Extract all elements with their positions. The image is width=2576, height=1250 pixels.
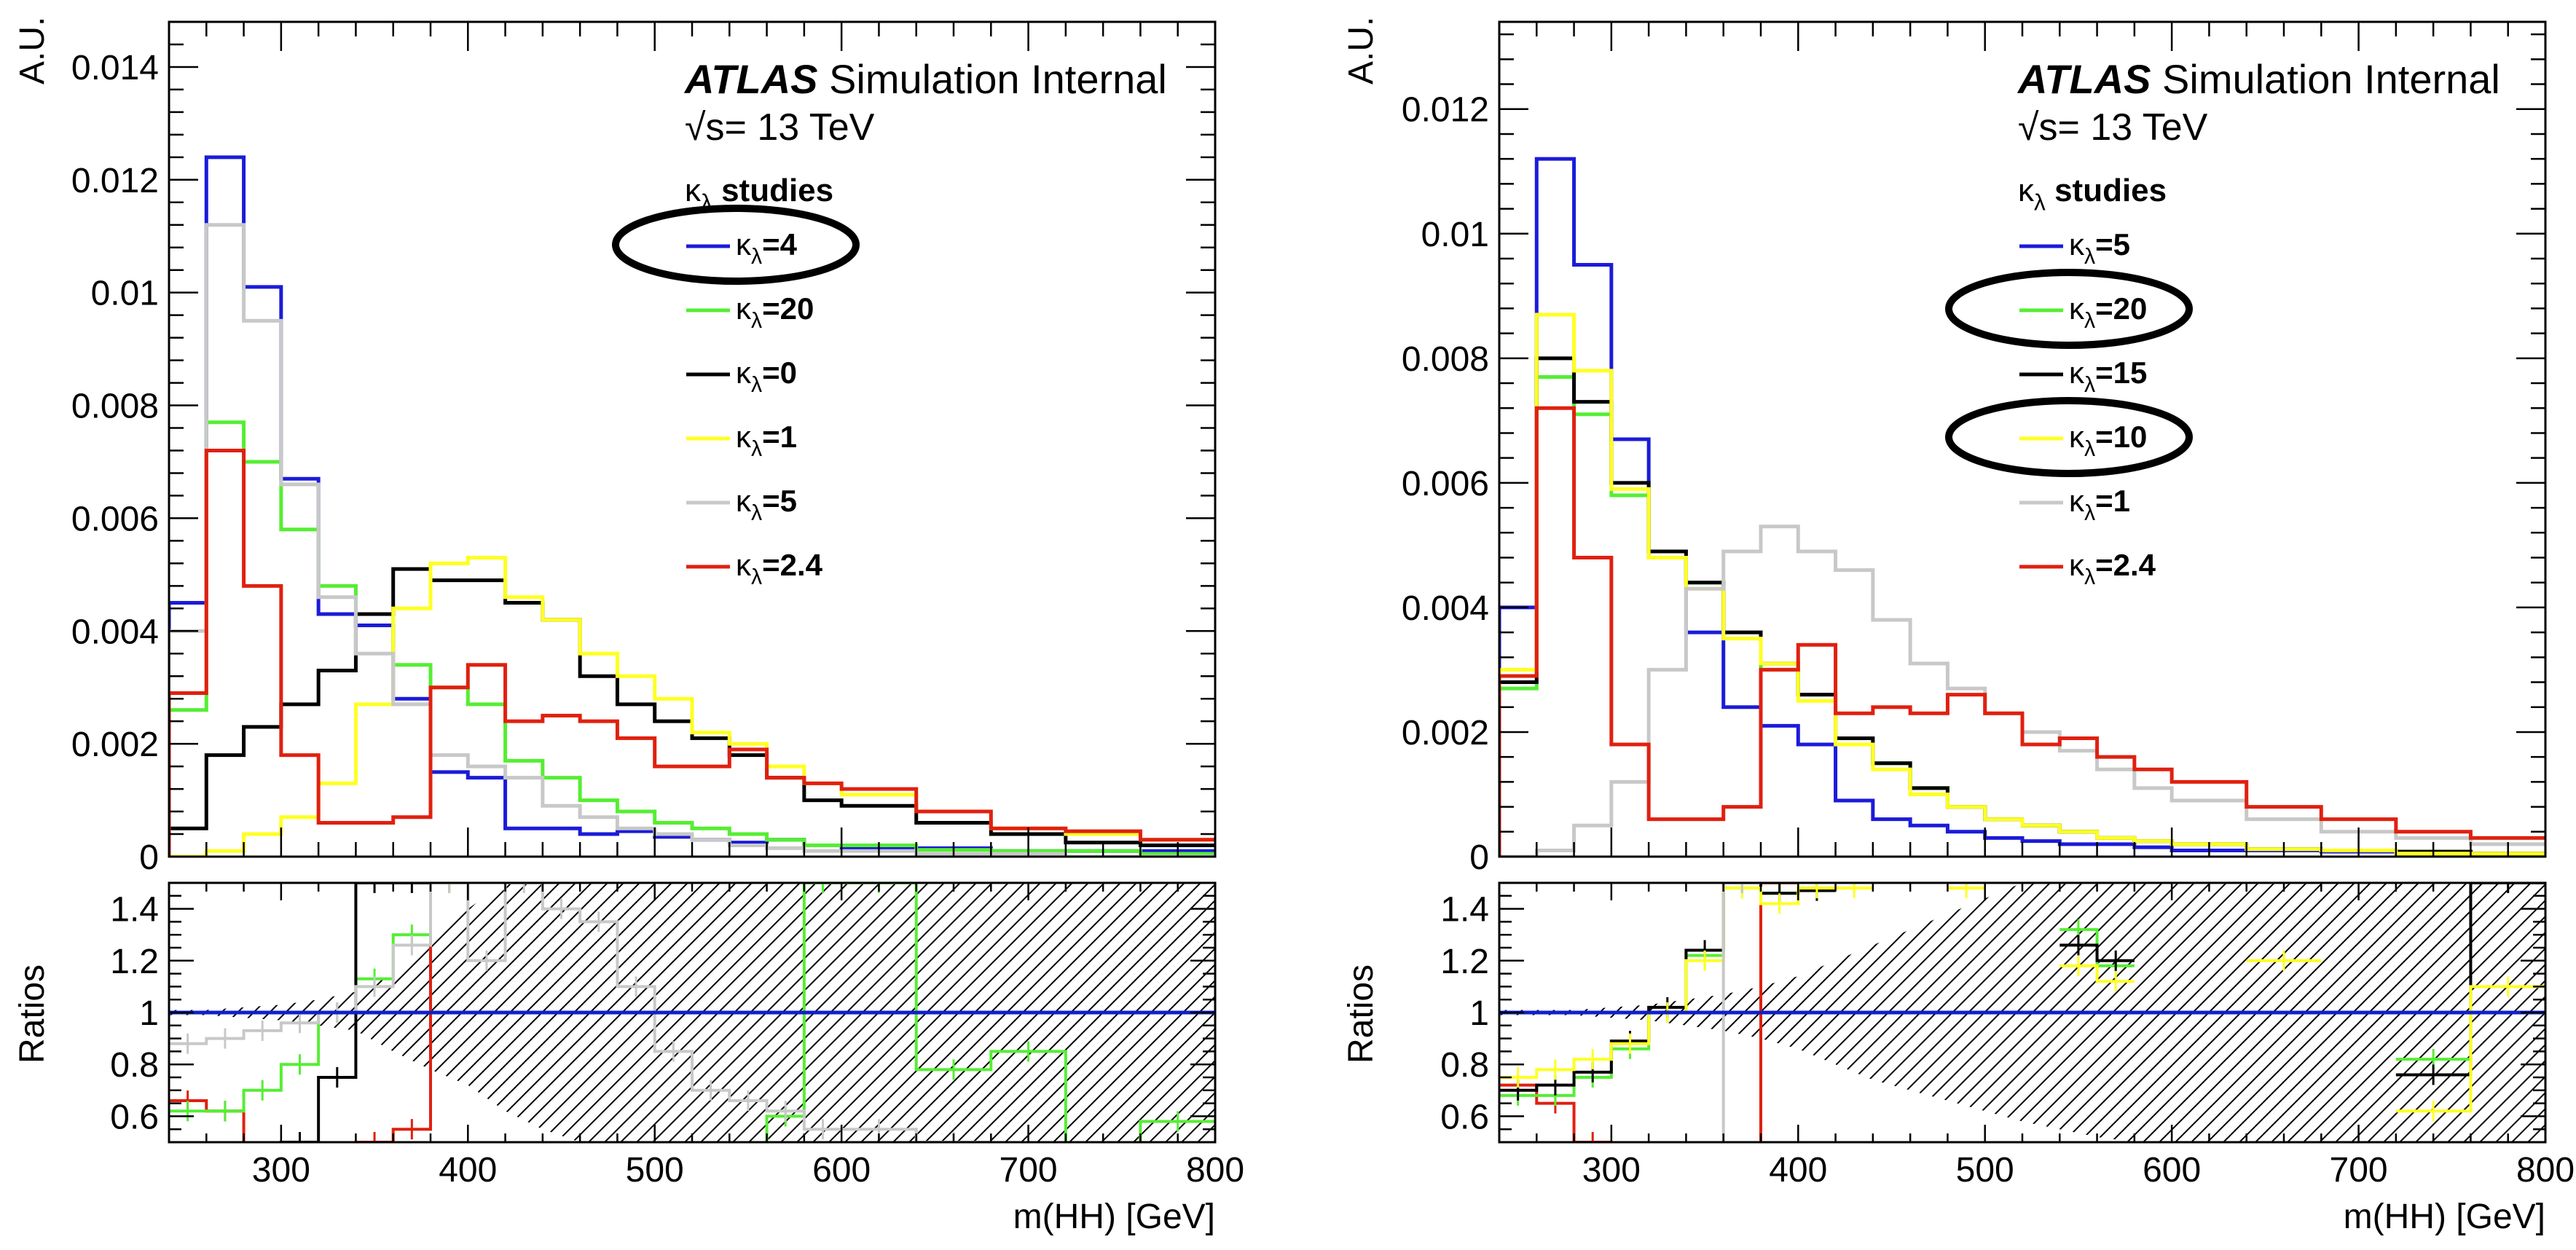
x-tick-label: 800 [2516,1151,2575,1190]
series-red-histogram [169,448,1215,857]
ratio-y-tick-label: 0.8 [110,1046,159,1085]
series-blue-histogram [169,155,1215,857]
ratio-plot-area [1499,883,2545,1142]
legend-entry-label: κλ=15 [2069,355,2147,397]
ratio-y-tick-label: 0.8 [1440,1046,1489,1085]
x-tick-label: 400 [439,1151,497,1190]
legend-entry-label: κλ=4 [736,227,798,269]
main-plot-area [1499,157,2545,857]
x-tick-label: 300 [252,1151,310,1190]
legend-entry-label: κλ=5 [2069,227,2130,269]
legend-entry-label: κλ=0 [736,355,797,397]
x-tick-label: 600 [812,1151,871,1190]
main-plot-area [169,155,1215,857]
atlas-header: ATLAS Simulation Internal [2017,56,2500,102]
x-tick-label: 800 [1186,1151,1244,1190]
legend-entry-label: κλ=1 [736,420,797,461]
ratio-y-tick-label: 1.2 [1440,943,1489,981]
atlas-header: ATLAS Simulation Internal [683,56,1167,102]
ratio-y-tick-label: 1 [1469,994,1489,1033]
y-tick-label: 0.004 [71,613,159,651]
y-tick-label: 0.012 [71,162,159,200]
series-yellow-histogram [169,556,1215,857]
x-tick-label: 500 [626,1151,684,1190]
series-black-histogram [1499,356,2545,857]
atlas-label: ATLAS [683,56,818,102]
y-tick-label: 0 [139,838,159,877]
ratio-plot-area [169,883,1215,1142]
y-tick-label: 0.006 [71,500,159,538]
ratio-line-gray [1721,883,1761,1142]
simulation-label: Simulation Internal [818,56,1167,102]
panel-1: 300 400 500 600 700 800 0 0.002 0.004 0.006 0.008 0… [13,17,1244,1236]
x-tick-label: 700 [1000,1151,1058,1190]
x-axis-title: m(HH) [GeV] [1013,1198,1215,1236]
series-red-histogram [1499,406,2545,857]
ratio-y-tick-label: 1 [139,994,159,1033]
ratio-y-axis-title: Ratios [1342,964,1381,1064]
highlight-ellipse [1945,269,2193,349]
series-green-histogram [1499,374,2545,857]
x-tick-label: 300 [1582,1151,1641,1190]
y-tick-label: 0.008 [1402,340,1489,379]
highlight-ellipse [612,205,860,285]
legend-entry-label: κλ=2.4 [736,548,823,589]
series-gray-histogram [1499,524,2545,857]
y-tick-label: 0.004 [1402,589,1489,628]
x-axis-title: m(HH) [GeV] [2344,1198,2545,1236]
series-gray-histogram [169,223,1215,857]
x-tick-label: 700 [2330,1151,2388,1190]
ratio-line-gray [169,883,991,1142]
simulation-label: Simulation Internal [2151,56,2500,102]
legend-entry-label: κλ=10 [2069,420,2147,461]
legend-entry-label: κλ=5 [736,484,797,525]
ratio-y-tick-label: 1.2 [110,943,159,981]
x-tick-label: 500 [1956,1151,2014,1190]
panel-2: 300 400 500 600 700 800 0 0.002 0.004 0.006 0.008 0… [1342,17,2575,1236]
energy-label: √s= 13 TeV [685,106,875,149]
energy-label: √s= 13 TeV [2018,106,2208,149]
y-tick-label: 0.002 [71,726,159,764]
legend-entry-label: κλ=20 [736,291,814,333]
series-black-histogram [169,567,1215,857]
x-tick-label: 600 [2143,1151,2201,1190]
y-tick-label: 0.01 [91,275,159,313]
ratio-line-red [1499,883,1799,1142]
y-tick-label: 0.006 [1402,465,1489,503]
highlight-ellipse [1945,397,2193,477]
y-axis-title: A.U. [13,17,52,84]
ratio-y-tick-label: 1.4 [1440,891,1489,929]
ratio-y-tick-label: 1.4 [110,891,159,929]
legend-title: κλ studies [2018,173,2167,215]
series-yellow-histogram [1499,312,2545,857]
y-tick-label: 0.008 [71,388,159,426]
y-tick-label: 0.014 [71,49,159,87]
atlas-label: ATLAS [2017,56,2151,102]
legend-entry-label: κλ=1 [2069,484,2130,525]
series-green-histogram [169,420,1215,857]
y-tick-label: 0 [1469,838,1489,877]
x-tick-label: 400 [1769,1151,1827,1190]
ratio-y-tick-label: 0.6 [110,1098,159,1136]
legend-entry-label: κλ=2.4 [2069,548,2156,589]
ratio-y-axis-title: Ratios [13,964,52,1064]
y-axis-title: A.U. [1342,17,1381,84]
series-blue-histogram [1499,157,2545,857]
y-tick-label: 0.012 [1402,91,1489,130]
y-tick-label: 0.002 [1402,714,1489,752]
y-tick-label: 0.01 [1421,216,1489,254]
ratio-y-tick-label: 0.6 [1440,1098,1489,1136]
legend-title: κλ studies [685,173,833,215]
legend-entry-label: κλ=20 [2069,291,2147,333]
